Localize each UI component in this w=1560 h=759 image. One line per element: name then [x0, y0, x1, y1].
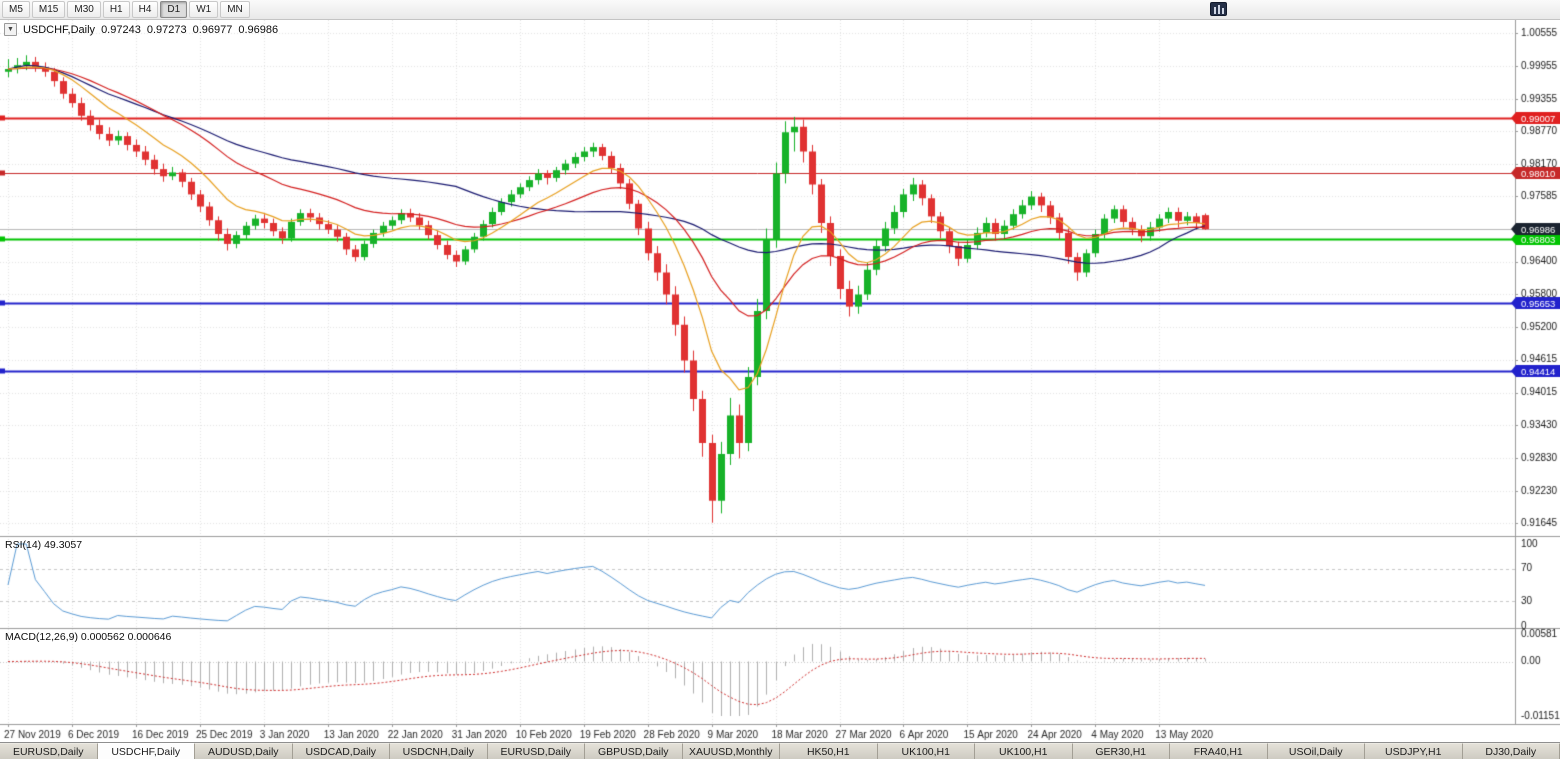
- timeframe-D1[interactable]: D1: [160, 1, 188, 18]
- timeframe-M5[interactable]: M5: [2, 1, 30, 18]
- mini-chart-icon[interactable]: [1210, 2, 1227, 16]
- timeframe-M15[interactable]: M15: [31, 1, 66, 18]
- tab-USDJPY-H1[interactable]: USDJPY,H1: [1365, 743, 1463, 759]
- timeframe-M30[interactable]: M30: [67, 1, 101, 18]
- tab-GBPUSD-Daily[interactable]: GBPUSD,Daily: [585, 743, 683, 759]
- tab-UK100-H1[interactable]: UK100,H1: [975, 743, 1073, 759]
- timeframe-toolbar: M5 M15 M30 H1 H4 D1 W1 MN: [0, 0, 1560, 20]
- timeframe-W1[interactable]: W1: [189, 1, 219, 18]
- timeframe-H4[interactable]: H4: [131, 1, 159, 18]
- chart-area: ▼ USDCHF,Daily 0.97243 0.97273 0.96977 0…: [0, 20, 1560, 742]
- tab-EURUSD-Daily[interactable]: EURUSD,Daily: [487, 743, 585, 759]
- tab-XAUUSD-Monthly[interactable]: XAUUSD,Monthly: [682, 743, 780, 759]
- tab-USOil-Daily[interactable]: USOil,Daily: [1267, 743, 1365, 759]
- tab-HK50-H1[interactable]: HK50,H1: [780, 743, 878, 759]
- timeframe-MN[interactable]: MN: [220, 1, 250, 18]
- candlestick-chart-canvas[interactable]: [0, 20, 1560, 742]
- tab-UK100-H1[interactable]: UK100,H1: [877, 743, 975, 759]
- tab-GER30-H1[interactable]: GER30,H1: [1072, 743, 1170, 759]
- chart-tabs-bar: EURUSD,Daily USDCHF,Daily AUDUSD,Daily USDC…: [0, 742, 1560, 759]
- tab-EURUSD-Daily[interactable]: EURUSD,Daily: [0, 743, 98, 759]
- tab-USDCAD-Daily[interactable]: USDCAD,Daily: [292, 743, 390, 759]
- tab-DJ30-Daily[interactable]: DJ30,Daily: [1462, 743, 1560, 759]
- timeframe-buttons: M5 M15 M30 H1 H4 D1 W1 MN: [2, 1, 252, 18]
- timeframe-H1[interactable]: H1: [102, 1, 130, 18]
- tab-USDCNH-Daily[interactable]: USDCNH,Daily: [390, 743, 488, 759]
- tab-AUDUSD-Daily[interactable]: AUDUSD,Daily: [195, 743, 293, 759]
- tab-USDCHF-Daily[interactable]: USDCHF,Daily: [97, 743, 195, 759]
- symbol-dropdown-icon[interactable]: ▼: [4, 23, 17, 36]
- tab-FRA40-H1[interactable]: FRA40,H1: [1170, 743, 1268, 759]
